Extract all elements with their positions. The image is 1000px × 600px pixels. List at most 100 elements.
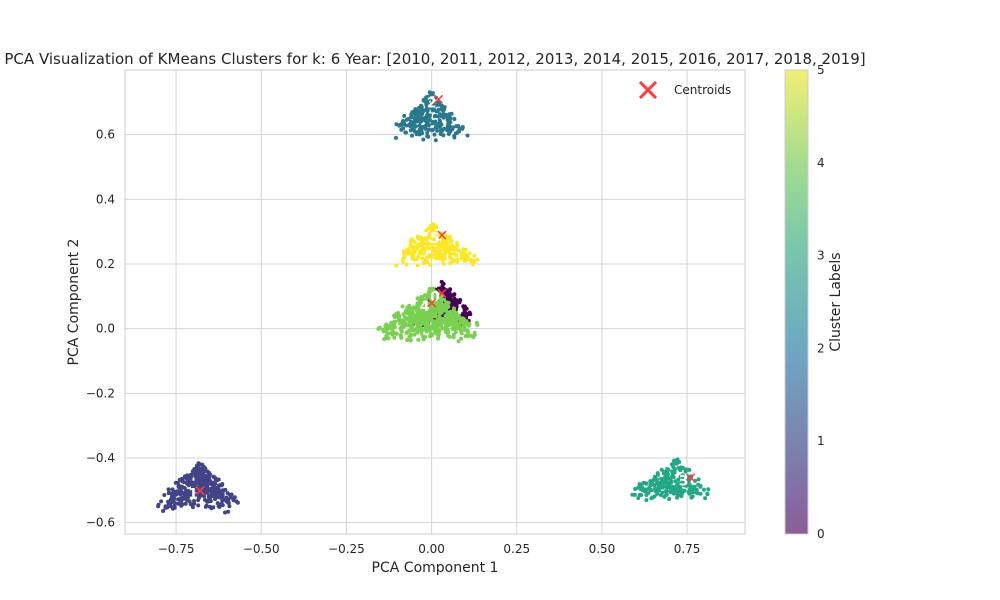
cluster-point	[207, 487, 212, 492]
cluster-point	[444, 300, 449, 305]
cluster-point	[425, 112, 430, 117]
cluster-point	[679, 491, 684, 496]
cluster-point	[404, 316, 409, 320]
cluster-point	[428, 223, 433, 228]
cluster-point	[438, 120, 443, 125]
cluster-point	[655, 491, 660, 496]
cluster-point	[416, 236, 421, 241]
cluster-point	[415, 304, 420, 309]
colorbar-ticks: 0 1 2 3 4 5	[817, 63, 825, 541]
cluster-point	[214, 478, 219, 483]
cluster-point	[419, 130, 424, 135]
cluster-point	[385, 326, 390, 331]
cluster-point	[677, 481, 682, 486]
cluster-point	[416, 323, 421, 328]
cluster-point	[388, 326, 393, 331]
cluster-point	[675, 495, 679, 500]
cluster-point	[227, 504, 232, 509]
x-tick-label: 0.50	[589, 542, 616, 556]
cluster-point	[703, 496, 708, 501]
cluster-point	[405, 329, 410, 334]
cluster-point	[425, 235, 430, 240]
cluster-point	[192, 480, 197, 485]
cluster-point	[433, 256, 438, 261]
cluster-point	[216, 504, 221, 508]
cluster-point	[687, 489, 692, 494]
cluster-point	[694, 487, 699, 492]
cluster-point	[430, 107, 435, 111]
cluster-point	[664, 489, 669, 494]
cluster-point	[441, 246, 446, 251]
cluster-point	[436, 336, 440, 341]
cluster-point	[660, 485, 665, 490]
cluster-point	[633, 487, 638, 491]
cluster-point	[421, 137, 426, 142]
centroid-label: 4	[420, 299, 430, 315]
y-tick-label: 0.0	[96, 322, 115, 336]
colorbar-tick-label: 5	[817, 63, 825, 77]
cluster-point	[410, 328, 415, 333]
cluster-point	[416, 337, 421, 342]
cluster-5-points	[394, 222, 480, 268]
cluster-point	[428, 263, 433, 267]
cluster-point	[419, 237, 424, 241]
cluster-point	[409, 325, 414, 330]
cluster-point	[406, 117, 411, 121]
cluster-point	[205, 499, 210, 504]
cluster-point	[437, 328, 442, 333]
cluster-point	[434, 238, 438, 243]
cluster-point	[644, 493, 649, 497]
cluster-point	[226, 497, 231, 502]
cluster-point	[666, 476, 671, 481]
cluster-point	[418, 119, 423, 124]
cluster-point	[412, 257, 417, 262]
cluster-point	[402, 113, 407, 118]
cluster-2-points	[393, 90, 470, 143]
cluster-point	[172, 503, 177, 508]
cluster-point	[454, 131, 458, 136]
legend-centroid-marker	[638, 80, 658, 100]
cluster-point	[456, 339, 461, 344]
cluster-point	[435, 128, 440, 133]
cluster-point	[194, 475, 198, 480]
cluster-point	[235, 500, 240, 505]
cluster-point	[225, 491, 230, 496]
cluster-point	[641, 481, 646, 486]
cluster-point	[655, 471, 660, 476]
cluster-point	[657, 480, 661, 485]
cluster-point	[447, 293, 452, 298]
cluster-point	[398, 334, 403, 339]
cluster-3-points	[630, 457, 711, 503]
centroid-marker	[195, 486, 205, 496]
cluster-point	[438, 132, 443, 136]
cluster-point	[468, 257, 473, 262]
cluster-point	[207, 478, 212, 483]
cluster-point	[403, 130, 408, 135]
centroid-marker	[434, 94, 444, 104]
cluster-point	[421, 117, 426, 122]
cluster-point	[214, 492, 219, 497]
cluster-point	[416, 109, 421, 114]
cluster-point	[682, 488, 687, 493]
colorbar-tick-label: 3	[817, 249, 825, 263]
cluster-point	[431, 287, 435, 292]
cluster-point	[683, 467, 688, 472]
cluster-point	[200, 473, 205, 478]
cluster-point	[465, 330, 470, 335]
cluster-point	[392, 335, 397, 340]
cluster-point	[174, 492, 179, 497]
cluster-point	[681, 476, 686, 481]
cluster-point	[666, 485, 671, 490]
cluster-point	[424, 103, 429, 108]
centroid-marker	[686, 473, 696, 483]
cluster-point	[448, 240, 453, 244]
centroid-label: 1	[188, 487, 198, 503]
centroid-label: 3	[679, 474, 689, 490]
cluster-point	[688, 484, 693, 489]
colorbar-label: Cluster Labels	[828, 252, 844, 351]
cluster-point	[435, 232, 440, 237]
cluster-point	[463, 313, 467, 318]
cluster-point	[670, 473, 675, 478]
cluster-point	[377, 325, 382, 330]
cluster-point	[417, 312, 422, 317]
